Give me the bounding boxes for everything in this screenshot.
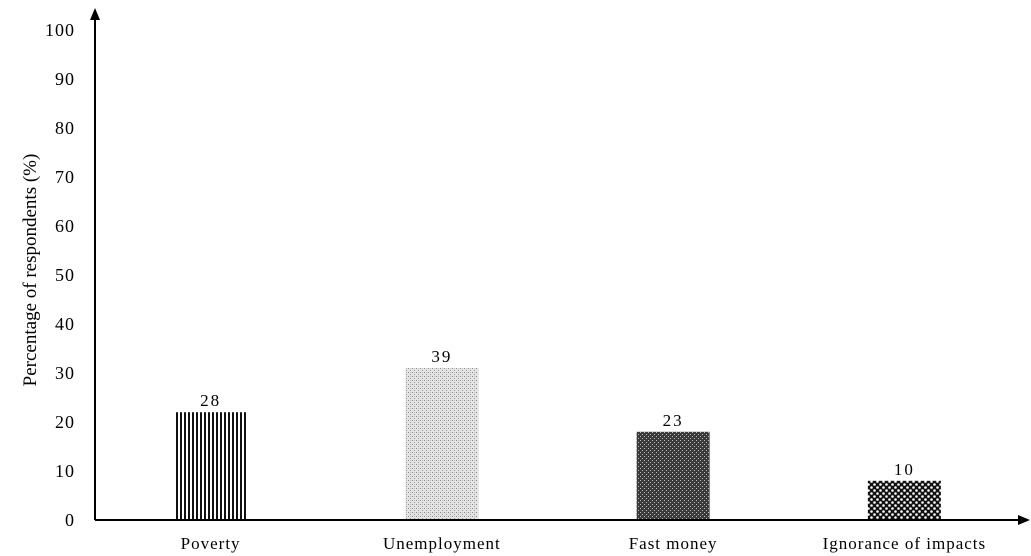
x-category-label: Fast money	[629, 534, 718, 553]
x-category-label: Ignorance of impacts	[823, 534, 987, 553]
data-label: 28	[200, 391, 221, 410]
y-tick-label: 30	[55, 363, 75, 383]
bar	[174, 412, 248, 520]
bar	[867, 480, 941, 520]
data-label: 23	[663, 411, 684, 430]
data-labels: 28 39 23 10	[200, 347, 915, 479]
bars-group	[174, 368, 941, 520]
y-tick-label: 80	[55, 118, 75, 138]
x-axis-arrow	[1018, 515, 1030, 525]
y-tick-label: 60	[55, 216, 75, 236]
x-category-label: Unemployment	[383, 534, 501, 553]
y-axis-arrow	[90, 8, 100, 20]
data-label: 39	[431, 347, 452, 366]
y-tick-label: 20	[55, 412, 75, 432]
x-category-label: Poverty	[181, 534, 241, 553]
y-tick-label: 40	[55, 314, 75, 334]
y-axis-title: Percentage of respondents (%)	[20, 154, 41, 387]
y-tick-label: 100	[45, 20, 75, 40]
data-label: 10	[894, 460, 915, 479]
y-tick-label: 0	[65, 510, 75, 530]
y-tick-labels: 0 10 20 30 40 50 60 70 80 90 100	[45, 20, 75, 530]
y-tick-label: 90	[55, 69, 75, 89]
y-tick-label: 10	[55, 461, 75, 481]
bar	[636, 431, 710, 520]
bar	[405, 368, 479, 520]
y-tick-label: 70	[55, 167, 75, 187]
y-tick-label: 50	[55, 265, 75, 285]
x-category-labels: Poverty Unemployment Fast money Ignorance o…	[181, 534, 987, 553]
